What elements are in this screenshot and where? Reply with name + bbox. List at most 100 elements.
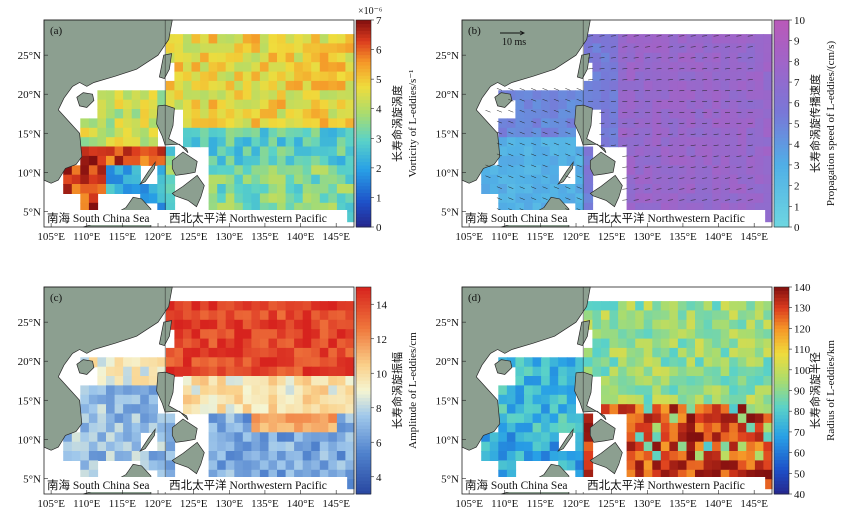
field-cell — [217, 202, 227, 213]
colorbar-segment — [356, 223, 371, 228]
field-cell — [746, 90, 756, 101]
field-cell — [294, 184, 304, 194]
field-cell — [277, 310, 287, 321]
field-cell — [208, 43, 218, 54]
field-cell — [268, 71, 278, 82]
field-cell — [524, 385, 534, 396]
field-cell — [754, 109, 765, 119]
field-cell — [336, 469, 347, 480]
field-cell — [712, 202, 722, 213]
colorbar-tick-label: 1 — [376, 192, 382, 204]
field-cell — [174, 366, 184, 377]
lon-tick-label: 145°E — [740, 498, 768, 510]
field-cell — [686, 394, 696, 405]
field-cell — [549, 146, 559, 157]
field-cell — [669, 441, 679, 452]
field-cell — [131, 451, 141, 461]
field-cell — [165, 310, 176, 321]
field-cell — [148, 422, 158, 433]
field-cell — [191, 43, 201, 54]
field-cell — [703, 338, 713, 349]
velocity-arrow — [622, 35, 628, 37]
field-cell — [532, 432, 542, 443]
label-backdrop — [167, 477, 348, 492]
colorbar-tick-label: 0 — [376, 222, 382, 234]
field-cell — [165, 165, 176, 176]
field-cell — [106, 99, 116, 110]
field-cell — [737, 52, 747, 63]
colorbar-segment — [774, 161, 789, 166]
velocity-arrow — [633, 57, 639, 59]
field-cell — [763, 155, 773, 166]
field-cell — [754, 193, 765, 204]
field-cell — [601, 109, 611, 119]
field-cell — [97, 99, 107, 110]
field-cell — [660, 118, 670, 129]
field-cell — [754, 127, 765, 138]
field-cell — [601, 319, 611, 330]
field-cell — [268, 376, 278, 386]
field-cell — [319, 385, 329, 396]
field-cell — [515, 137, 525, 148]
field-cell — [746, 422, 756, 433]
velocity-arrow — [622, 79, 628, 81]
field-cell — [80, 184, 90, 194]
field-cell — [532, 118, 542, 129]
field-cell — [652, 451, 662, 461]
landmass — [576, 320, 591, 347]
velocity-arrow — [690, 155, 696, 157]
field-cell — [712, 193, 722, 204]
field-cell — [225, 165, 235, 176]
velocity-arrow — [508, 142, 514, 146]
lon-tick-label: 105°E — [455, 498, 483, 510]
field-cell — [515, 146, 525, 157]
field-cell — [618, 376, 628, 386]
field-cell — [251, 52, 261, 63]
colorbar-segment — [774, 462, 789, 467]
field-cell — [712, 338, 722, 349]
landmass — [589, 441, 623, 475]
colorbar-segment — [774, 369, 789, 374]
colorbar-segment — [774, 192, 789, 197]
field-cell — [601, 338, 611, 349]
landmass — [589, 151, 616, 176]
colorbar-segment — [356, 120, 371, 124]
field-cell — [259, 193, 270, 204]
field-cell — [97, 357, 107, 368]
velocity-arrow — [724, 199, 731, 201]
colorbar-segment — [774, 449, 789, 454]
field-cell — [626, 376, 636, 386]
field-cell — [712, 329, 722, 340]
velocity-arrow — [610, 111, 616, 114]
field-cell — [114, 432, 124, 443]
field-cell — [524, 441, 534, 452]
colorbar-segment — [356, 304, 371, 309]
velocity-arrow — [633, 100, 639, 103]
velocity-arrow — [519, 153, 525, 157]
field-cell — [703, 155, 713, 166]
field-cell — [200, 127, 210, 138]
field-cell — [652, 432, 662, 443]
field-cell — [686, 52, 696, 63]
field-cell — [183, 137, 193, 148]
field-cell — [643, 394, 653, 405]
field-cell — [609, 301, 619, 312]
velocity-arrow — [542, 98, 548, 102]
velocity-arrow — [610, 122, 616, 124]
velocity-arrow — [565, 109, 571, 113]
label-south-china-sea: 南海 South China Sea — [47, 478, 150, 492]
field-cell — [328, 165, 338, 176]
field-cell — [720, 62, 730, 73]
field-cell — [618, 347, 628, 358]
colorbar-segment — [774, 290, 789, 295]
field-cell — [643, 310, 653, 321]
lon-tick-label: 145°E — [322, 498, 350, 510]
field-cell — [311, 90, 321, 101]
lon-tick-label: 115°E — [109, 231, 136, 243]
field-cell — [669, 137, 679, 148]
field-cell — [328, 404, 338, 415]
field-cell — [319, 329, 329, 340]
field-cell — [652, 347, 662, 358]
field-cell — [97, 422, 107, 433]
field-cell — [259, 80, 270, 91]
